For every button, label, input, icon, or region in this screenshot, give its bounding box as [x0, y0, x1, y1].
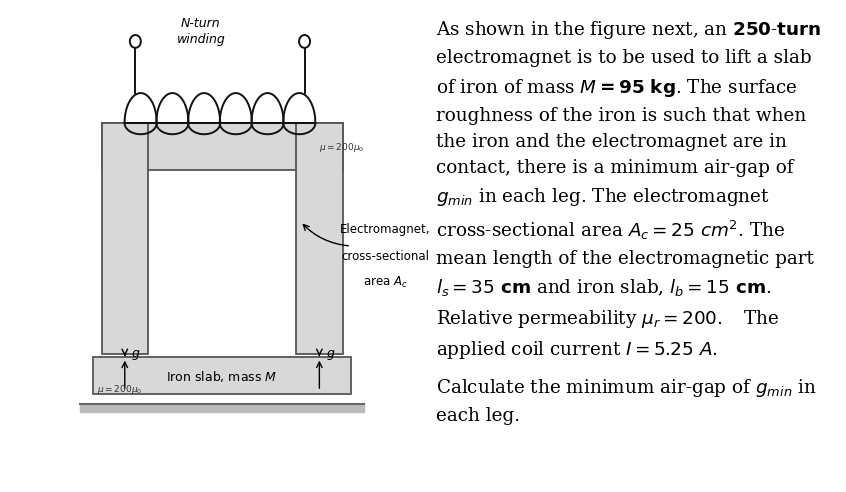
Text: $g$: $g$: [326, 348, 335, 363]
Text: As shown in the figure next, an $\bf{250}$-$\bf{turn}$
electromagnet is to be us: As shown in the figure next, an $\bf{250…: [436, 19, 821, 361]
Circle shape: [130, 35, 140, 48]
Text: area $A_c$: area $A_c$: [363, 275, 407, 290]
Text: N-turn
winding: N-turn winding: [177, 18, 225, 46]
Bar: [102, 123, 148, 354]
Text: $g$: $g$: [131, 348, 140, 363]
Bar: [93, 357, 351, 394]
Text: cross-sectional: cross-sectional: [341, 250, 429, 263]
Circle shape: [299, 35, 310, 48]
Text: $\mu=200\mu_0$: $\mu=200\mu_0$: [320, 141, 365, 154]
Text: $\mu=200\mu_0$: $\mu=200\mu_0$: [97, 383, 143, 396]
Bar: [102, 123, 343, 170]
Text: Calculate the minimum air-gap of $\it{g_{min}}$ in
each leg.: Calculate the minimum air-gap of $\it{g_…: [436, 377, 816, 425]
Bar: [296, 123, 343, 354]
Text: Electromagnet,: Electromagnet,: [340, 223, 430, 236]
Text: Iron slab, mass $M$: Iron slab, mass $M$: [167, 369, 277, 384]
